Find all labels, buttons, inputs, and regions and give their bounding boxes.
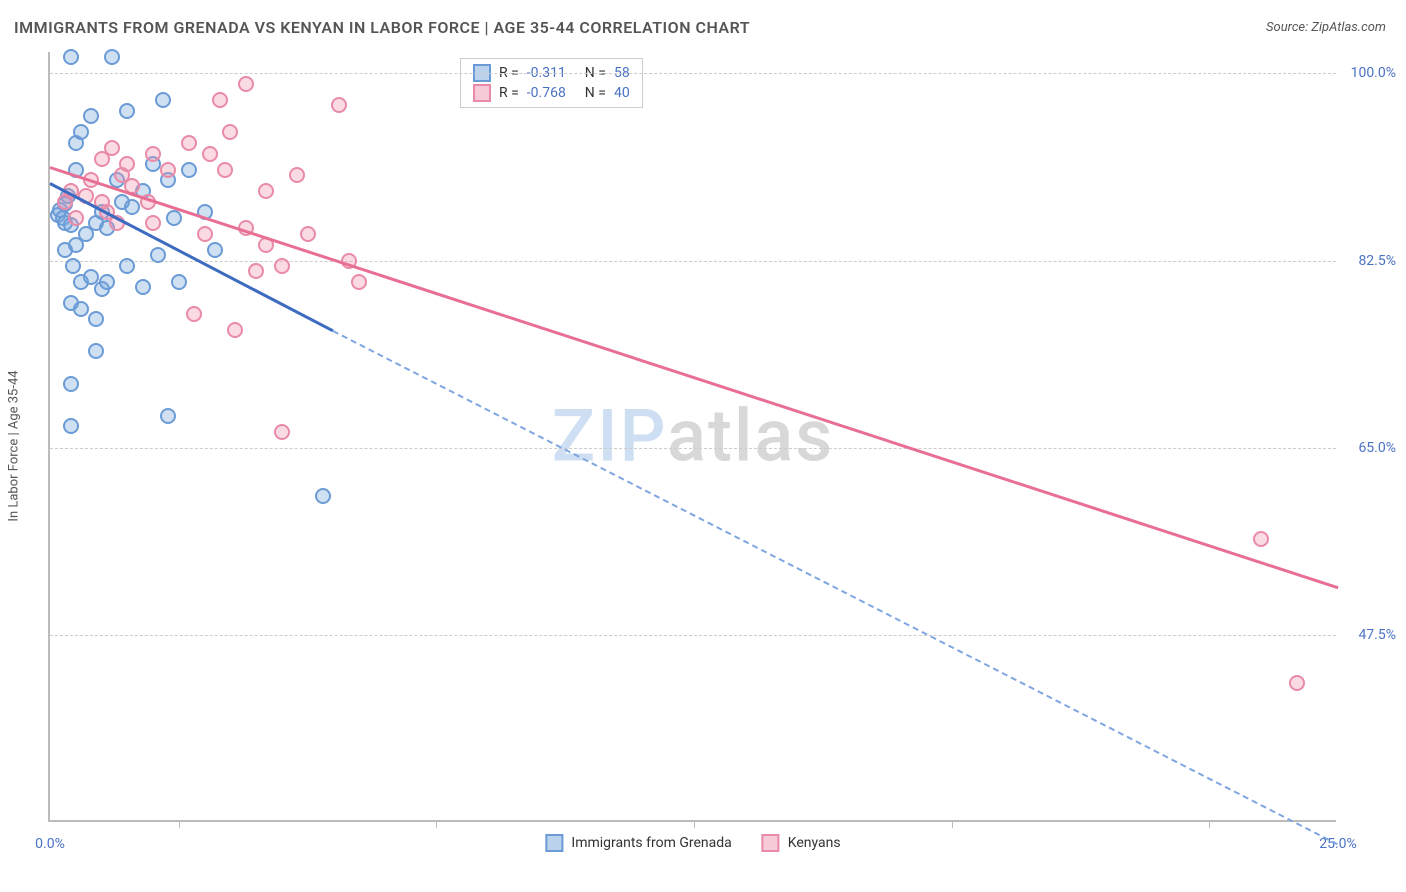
r-label: R = <box>499 85 519 101</box>
stats-row-pink: R = -0.768 N = 40 <box>461 83 642 103</box>
data-point <box>351 274 367 290</box>
data-point <box>181 135 197 151</box>
legend-item-blue: Immigrants from Grenada <box>545 834 731 852</box>
data-point <box>83 108 99 124</box>
data-point <box>202 146 218 162</box>
data-point <box>63 418 79 434</box>
data-point <box>1289 675 1305 691</box>
n-label: N = <box>585 85 606 101</box>
source-label: Source: ZipAtlas.com <box>1266 20 1386 35</box>
data-point <box>119 258 135 274</box>
data-point <box>65 258 81 274</box>
data-point <box>274 424 290 440</box>
data-point <box>73 124 89 140</box>
ytick-label: 65.0% <box>1341 440 1396 456</box>
swatch-blue-icon <box>545 834 563 852</box>
data-point <box>145 146 161 162</box>
data-point <box>248 263 264 279</box>
data-point <box>222 124 238 140</box>
data-point <box>88 311 104 327</box>
xtick <box>952 820 953 828</box>
data-point <box>73 301 89 317</box>
data-point <box>212 92 228 108</box>
data-point <box>68 210 84 226</box>
ytick-label: 47.5% <box>1341 627 1396 643</box>
data-point <box>104 49 120 65</box>
watermark-part2: atlas <box>667 394 834 479</box>
r-value: -0.768 <box>527 85 577 101</box>
data-point <box>145 215 161 231</box>
data-point <box>315 488 331 504</box>
plot-area: ZIPatlas R = -0.311 N = 58 R = -0.768 N … <box>48 52 1336 822</box>
watermark-part1: ZIP <box>552 394 667 479</box>
trend-line <box>50 166 1339 589</box>
data-point <box>171 274 187 290</box>
data-point <box>186 306 202 322</box>
data-point <box>119 103 135 119</box>
legend-label: Kenyans <box>788 835 841 851</box>
data-point <box>207 242 223 258</box>
legend-label: Immigrants from Grenada <box>571 835 731 851</box>
ytick-label: 100.0% <box>1341 65 1396 81</box>
data-point <box>300 226 316 242</box>
legend-item-pink: Kenyans <box>762 834 841 852</box>
data-point <box>135 279 151 295</box>
data-point <box>155 92 171 108</box>
data-point <box>238 76 254 92</box>
xtick <box>694 820 695 828</box>
data-point <box>99 274 115 290</box>
data-point <box>1253 531 1269 547</box>
data-point <box>331 97 347 113</box>
data-point <box>181 162 197 178</box>
data-point <box>258 183 274 199</box>
gridline <box>50 261 1336 262</box>
swatch-pink-icon <box>762 834 780 852</box>
gridline <box>50 448 1336 449</box>
n-value: 40 <box>614 85 630 101</box>
xtick <box>1209 820 1210 828</box>
y-axis-label: In Labor Force | Age 35-44 <box>7 370 22 521</box>
data-point <box>124 199 140 215</box>
data-point <box>160 408 176 424</box>
data-point <box>227 322 243 338</box>
data-point <box>160 162 176 178</box>
stats-legend: R = -0.311 N = 58 R = -0.768 N = 40 <box>460 58 643 108</box>
data-point <box>88 343 104 359</box>
xtick-label: 0.0% <box>35 836 65 852</box>
swatch-pink-icon <box>473 84 491 102</box>
gridline <box>50 635 1336 636</box>
data-point <box>274 258 290 274</box>
chart-container: IMMIGRANTS FROM GRENADA VS KENYAN IN LAB… <box>0 0 1406 892</box>
xtick <box>436 820 437 828</box>
trend-line <box>333 330 1339 845</box>
data-point <box>63 49 79 65</box>
gridline <box>50 73 1336 74</box>
ytick-label: 82.5% <box>1341 253 1396 269</box>
data-point <box>289 167 305 183</box>
data-point <box>119 156 135 172</box>
data-point <box>166 210 182 226</box>
chart-title: IMMIGRANTS FROM GRENADA VS KENYAN IN LAB… <box>14 18 750 37</box>
data-point <box>217 162 233 178</box>
data-point <box>150 247 166 263</box>
xtick <box>179 820 180 828</box>
plot-inner: ZIPatlas R = -0.311 N = 58 R = -0.768 N … <box>50 52 1336 820</box>
data-point <box>104 140 120 156</box>
bottom-legend: Immigrants from Grenada Kenyans <box>545 834 840 852</box>
data-point <box>63 376 79 392</box>
data-point <box>197 226 213 242</box>
